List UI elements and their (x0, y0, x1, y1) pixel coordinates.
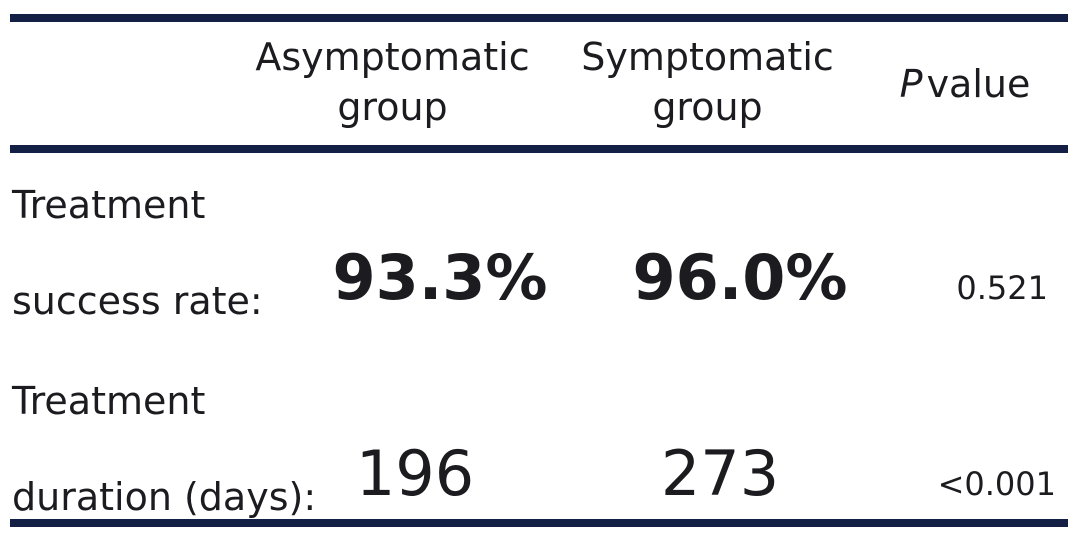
header-p-letter: P (899, 62, 923, 106)
header-asymptomatic-group: Asymptomatic group (250, 32, 535, 132)
row-label-line1: Treatment (12, 379, 206, 423)
header-asymptomatic-line1: Asymptomatic (255, 35, 530, 79)
header-symptomatic-line1: Symptomatic (581, 35, 834, 79)
table-header-rule (10, 145, 1068, 153)
cell-success-rate-symptomatic: 96.0% (632, 241, 848, 314)
cell-success-rate-p-value: 0.521 (956, 269, 1048, 307)
header-p-value-text: value (926, 62, 1031, 106)
cell-success-rate-asymptomatic: 93.3% (332, 241, 548, 314)
header-symptomatic-line2: group (652, 85, 763, 129)
row-label-success-rate: Treatment success rate: (12, 157, 263, 349)
table-top-rule (10, 14, 1068, 22)
cell-duration-asymptomatic: 196 (355, 437, 475, 510)
row-label-line1: Treatment (12, 183, 206, 227)
row-label-line2: success rate: (12, 279, 263, 323)
cell-duration-symptomatic: 273 (660, 437, 780, 510)
row-label-line2: duration (days): (12, 475, 317, 519)
cell-duration-p-value: <0.001 (937, 465, 1056, 503)
header-asymptomatic-line2: group (337, 85, 448, 129)
row-label-duration: Treatment duration (days): (12, 353, 316, 545)
header-symptomatic-group: Symptomatic group (570, 32, 845, 132)
table-bottom-rule (10, 519, 1068, 527)
